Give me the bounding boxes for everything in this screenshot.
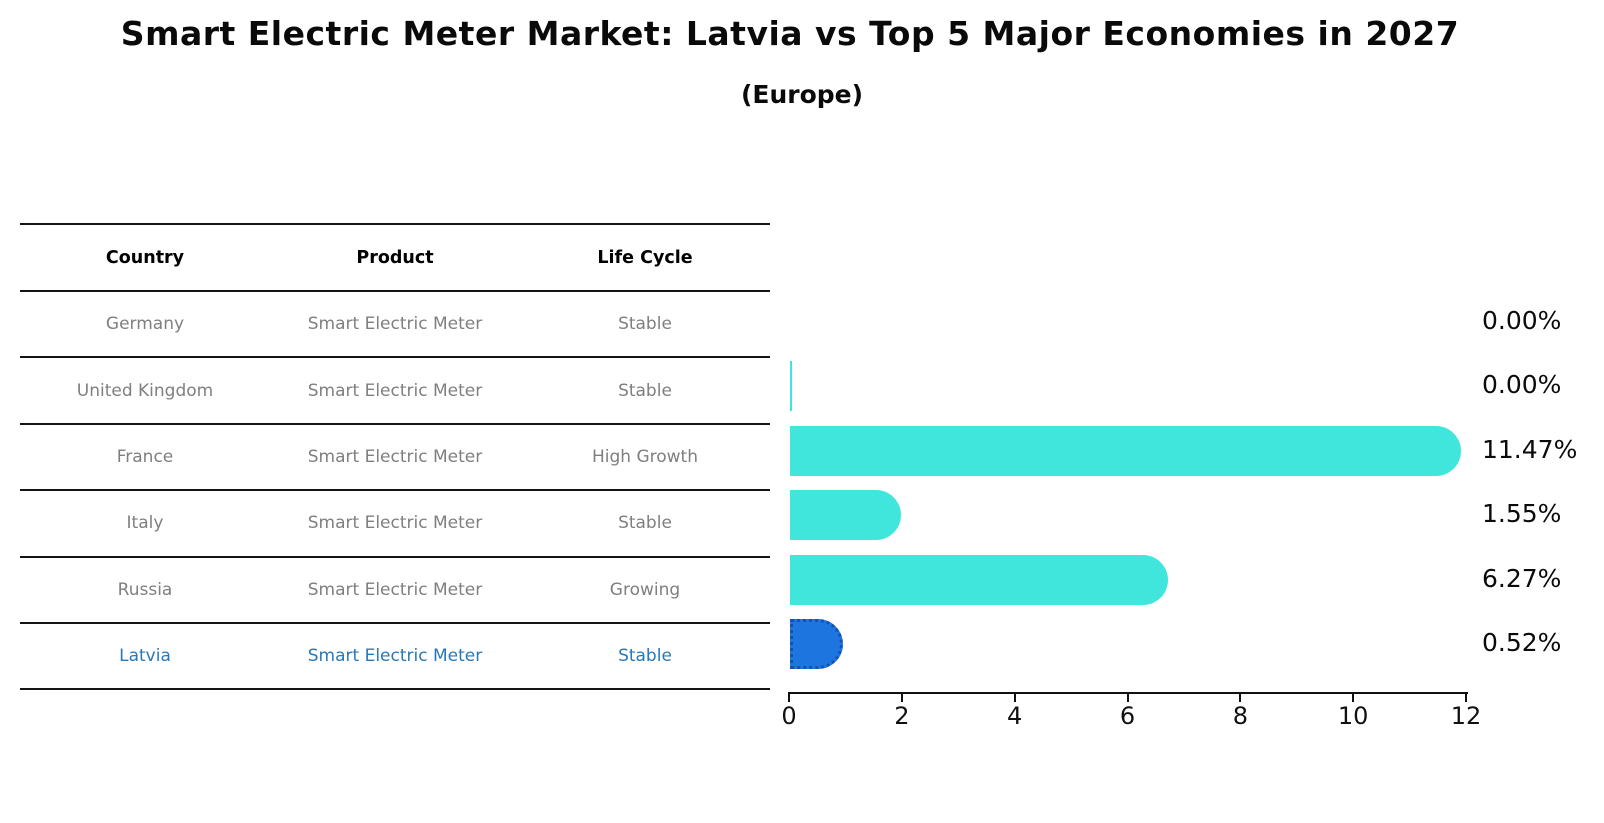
bar-france	[790, 426, 1462, 476]
value-label-latvia: 0.52%	[1482, 628, 1562, 657]
x-tick-label-0: 0	[781, 702, 797, 730]
column-header-life-cycle: Life Cycle	[597, 247, 693, 268]
x-tick-label-10: 10	[1337, 702, 1369, 730]
cell-product: Smart Electric Meter	[307, 579, 483, 600]
chart-subtitle: (Europe)	[740, 80, 864, 109]
cell-country: United Kingdom	[76, 380, 214, 401]
table-row-latvia: Latvia Smart Electric Meter Stable	[20, 621, 770, 691]
cell-life-cycle: Stable	[618, 513, 672, 534]
table-row-russia: Russia Smart Electric Meter Growing	[20, 555, 770, 622]
value-label-germany: 0.00%	[1482, 306, 1562, 335]
country-table: Country Product Life Cycle Germany Smart …	[20, 223, 770, 691]
column-header-product: Product	[356, 247, 434, 268]
cell-country: France	[116, 446, 174, 467]
cell-product: Smart Electric Meter	[307, 380, 483, 401]
cell-life-cycle: Stable	[618, 646, 672, 667]
cell-life-cycle: Stable	[618, 380, 672, 401]
x-axis-line	[788, 692, 1468, 694]
value-label-italy: 1.55%	[1482, 499, 1562, 528]
x-tick-label-4: 4	[1007, 702, 1023, 730]
table-row-france: France Smart Electric Meter High Growth	[20, 422, 770, 489]
cell-country: Italy	[126, 513, 164, 534]
x-tick-label-2: 2	[894, 702, 910, 730]
x-tick-mark-8	[1239, 694, 1242, 702]
cell-product: Smart Electric Meter	[307, 446, 483, 467]
x-tick-mark-4	[1013, 694, 1016, 702]
chart-title: Smart Electric Meter Market: Latvia vs T…	[120, 14, 1460, 53]
table-row-united-kingdom: United Kingdom Smart Electric Meter Stable	[20, 356, 770, 422]
cell-country: Germany	[105, 314, 185, 335]
x-tick-mark-12	[1465, 694, 1467, 702]
value-label-france: 11.47%	[1482, 435, 1578, 464]
table-header-row: Country Product Life Cycle	[20, 223, 770, 290]
cell-product: Smart Electric Meter	[307, 646, 483, 667]
value-label-russia: 6.27%	[1482, 564, 1562, 593]
bar-russia	[790, 555, 1168, 605]
x-tick-mark-2	[900, 694, 903, 702]
bar-latvia	[790, 619, 844, 669]
cell-country: Russia	[117, 579, 173, 600]
x-tick-label-12: 12	[1450, 702, 1482, 730]
x-tick-mark-0	[788, 694, 790, 702]
table-body: Germany Smart Electric Meter Stable United …	[20, 290, 770, 691]
value-label-united-kingdom: 0.00%	[1482, 370, 1562, 399]
x-tick-label-6: 6	[1119, 702, 1136, 730]
table-row-italy: Italy Smart Electric Meter Stable	[20, 489, 770, 555]
x-tick-mark-10	[1352, 694, 1355, 702]
cell-country: Latvia	[119, 646, 171, 667]
cell-life-cycle: Stable	[618, 314, 672, 335]
cell-product: Smart Electric Meter	[307, 314, 483, 335]
column-header-country: Country	[105, 247, 185, 268]
table-row-germany: Germany Smart Electric Meter Stable	[20, 290, 770, 356]
cell-product: Smart Electric Meter	[307, 513, 483, 534]
bar-united-kingdom	[790, 361, 792, 411]
x-tick-label-8: 8	[1232, 702, 1248, 730]
x-tick-mark-6	[1126, 694, 1129, 702]
bar-italy	[790, 490, 902, 540]
cell-life-cycle: High Growth	[591, 446, 698, 467]
cell-life-cycle: Growing	[609, 579, 681, 600]
